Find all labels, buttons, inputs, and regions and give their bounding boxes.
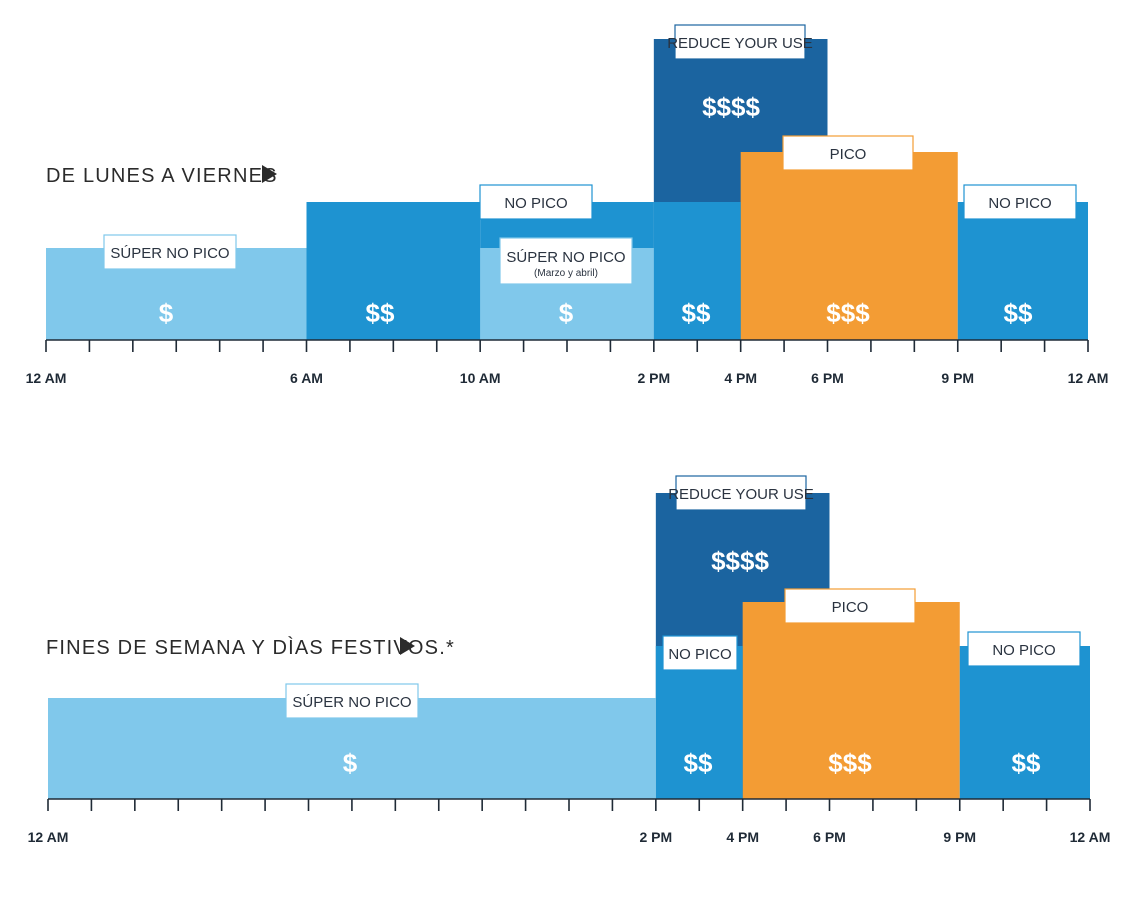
price-label: $$$ [828, 748, 872, 778]
period-tag: NO PICO [963, 184, 1077, 220]
rate-block-2-4 [742, 602, 960, 799]
chart-title: FINES DE SEMANA Y DÌAS FESTIVOS.* [46, 636, 455, 659]
price-label: $$ [366, 298, 395, 328]
period-tag: PICO [784, 588, 916, 624]
price-label: $$ [684, 748, 713, 778]
period-tag-label: NO PICO [992, 642, 1055, 659]
period-tag: SÚPER NO PICO [103, 234, 237, 270]
price-label: $$$$ [711, 546, 769, 576]
period-tag: NO PICO [967, 631, 1081, 667]
x-tick-label: 12 AM [26, 370, 67, 386]
x-tick-label: 4 PM [724, 370, 757, 386]
arrow-right-icon [262, 165, 277, 183]
period-tag: REDUCE YOUR USE [667, 24, 813, 60]
x-tick-label: 9 PM [943, 829, 976, 845]
period-tag-label: REDUCE YOUR USE [668, 486, 814, 503]
x-tick-label: 2 PM [637, 370, 670, 386]
period-tag-label: SÚPER NO PICO [506, 249, 625, 266]
x-tick-label: 10 AM [460, 370, 501, 386]
rate-block-2-5 [959, 646, 1090, 799]
rate-block-1-5 [653, 202, 741, 340]
x-tick-label: 6 AM [290, 370, 323, 386]
period-tag: NO PICO [479, 184, 593, 220]
x-tick-label: 12 AM [1070, 829, 1111, 845]
rate-block-1-7 [740, 152, 958, 340]
price-label: $$ [1012, 748, 1041, 778]
arrow-right-icon [400, 637, 415, 655]
period-tag: SÚPER NO PICO [285, 683, 419, 719]
period-tag-label: PICO [832, 599, 869, 616]
rate-block-2-3 [655, 646, 743, 799]
period-tag: SÚPER NO PICO (Marzo y abril) [499, 237, 633, 285]
period-tag: REDUCE YOUR USE [668, 475, 814, 511]
period-tag-label: NO PICO [988, 195, 1051, 212]
period-tag: NO PICO [662, 635, 738, 671]
period-tag-label: NO PICO [504, 195, 567, 212]
period-tag-label: PICO [830, 146, 867, 163]
price-label: $ [559, 298, 574, 328]
x-tick-label: 9 PM [941, 370, 974, 386]
x-tick-label: 2 PM [639, 829, 672, 845]
x-tick-label: 6 PM [813, 829, 846, 845]
x-tick-label: 6 PM [811, 370, 844, 386]
period-tag-label: NO PICO [668, 646, 731, 663]
x-tick-label: 12 AM [28, 829, 69, 845]
price-label: $ [343, 748, 358, 778]
price-label: $$ [682, 298, 711, 328]
period-tag-sublabel: (Marzo y abril) [534, 268, 598, 279]
x-tick-label: 4 PM [726, 829, 759, 845]
period-tag-label: SÚPER NO PICO [110, 245, 229, 262]
period-tag-label: REDUCE YOUR USE [667, 35, 813, 52]
price-label: $$ [1004, 298, 1033, 328]
rate-chart-2: 12 AM 2 PM 4 PM 6 PM 9 PM 12 AM FINES DE SEMAN… [28, 475, 1111, 845]
period-tag-label: SÚPER NO PICO [292, 694, 411, 711]
price-label: $ [159, 298, 174, 328]
chart-title: DE LUNES A VIERNES [46, 165, 278, 187]
rate-block-1-2 [306, 202, 481, 340]
price-label: $$$$ [702, 92, 760, 122]
rate-chart-1: 12 AM 6 AM 10 AM 2 PM 4 PM 6 PM 9 PM 12 AM DE LU… [26, 24, 1109, 386]
rate-block-1-8 [957, 202, 1088, 340]
x-tick-label: 12 AM [1068, 370, 1109, 386]
price-label: $$$ [826, 298, 870, 328]
period-tag: PICO [782, 135, 914, 171]
